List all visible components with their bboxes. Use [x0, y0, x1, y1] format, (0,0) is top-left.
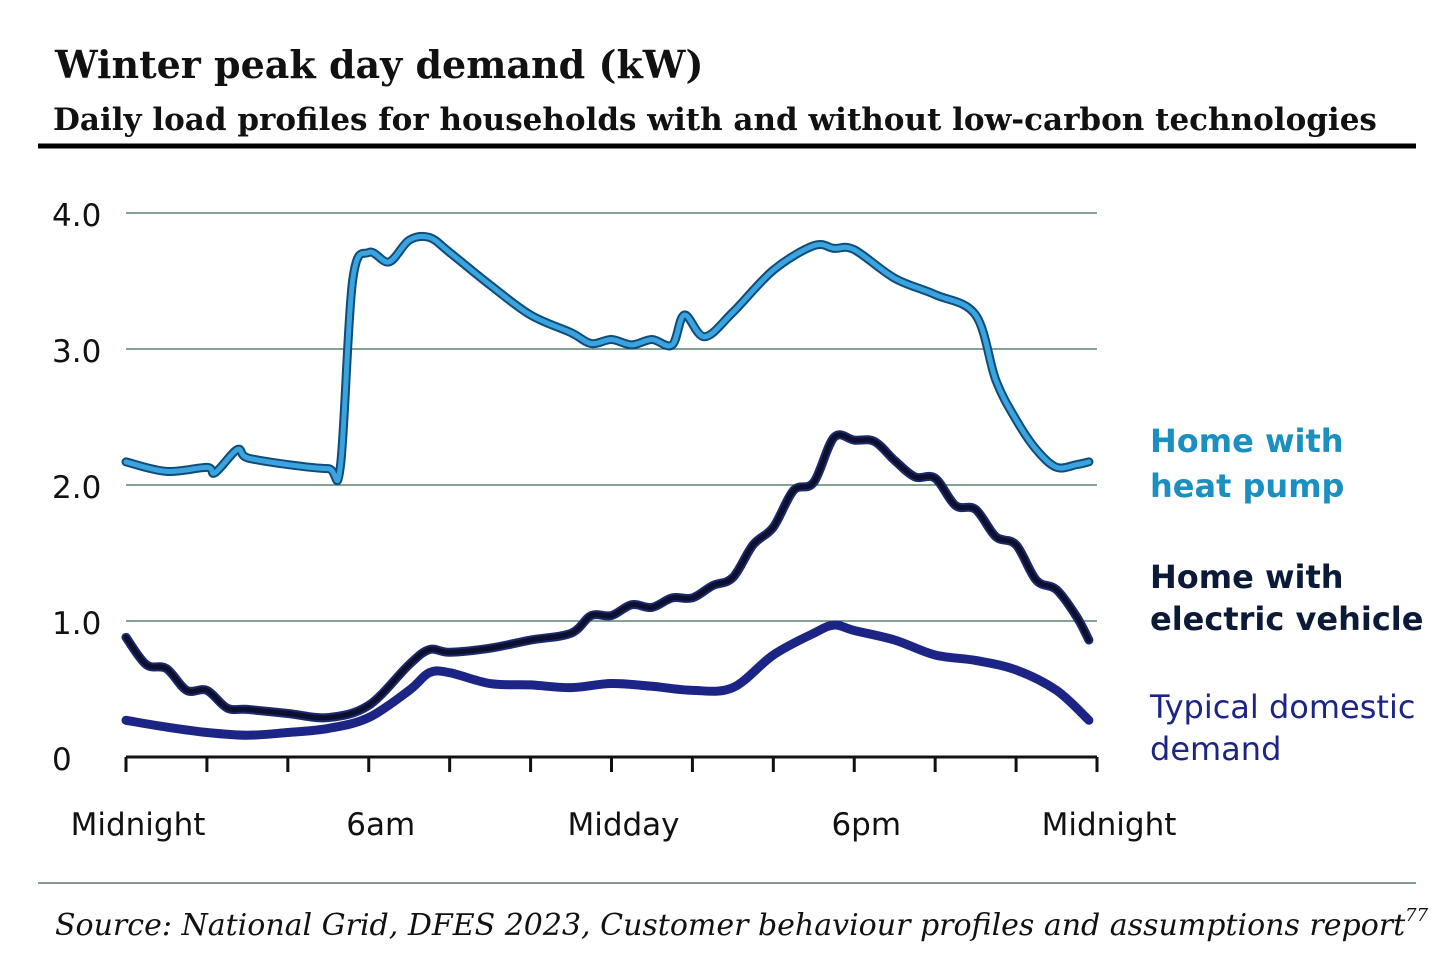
series-outline-home-with-electric-vehicle: [121, 430, 1094, 723]
y-tick-label: 1.0: [52, 606, 101, 642]
y-tick-label: 2.0: [52, 470, 101, 506]
y-tick-label: 0: [52, 742, 72, 778]
series-line-home-with-heat-pump: [123, 233, 1092, 484]
x-tick-label: Midday: [567, 807, 679, 843]
legend-label: Typical domestic: [1149, 688, 1415, 726]
x-tick-label: 6am: [346, 807, 415, 843]
series-lines: [121, 231, 1094, 740]
series-outline-typical-domestic-demand: [121, 620, 1094, 740]
x-tick-label: Midnight: [1042, 807, 1177, 843]
chart-title: Winter peak day demand (kW): [54, 42, 703, 87]
y-tick-label: 4.0: [52, 198, 101, 234]
legend-label: Home with: [1150, 422, 1344, 460]
y-tick-label: 3.0: [52, 334, 101, 370]
series-line-typical-domestic-demand: [122, 621, 1093, 739]
axes: 0 1.0 2.0 3.0 4.0 Midnight 6am Midday 6pm Midnigh…: [52, 198, 1176, 843]
series-line-home-with-electric-vehicle: [123, 432, 1092, 721]
x-tick-label: Midnight: [71, 807, 206, 843]
x-tick-label: 6pm: [831, 807, 901, 843]
legend-label: heat pump: [1150, 467, 1344, 505]
source-note: Source: National Grid, DFES 2023, Custom…: [55, 905, 1429, 943]
legend-label: Home with: [1150, 558, 1344, 596]
gridlines: [126, 212, 1097, 622]
series-outline-home-with-heat-pump: [121, 231, 1094, 486]
chart-subtitle: Daily load profiles for households with …: [53, 102, 1377, 138]
legend: Home with heat pump Home with electric vehi…: [1149, 422, 1423, 768]
legend-label: electric vehicle: [1150, 600, 1423, 638]
legend-label: demand: [1150, 730, 1281, 768]
